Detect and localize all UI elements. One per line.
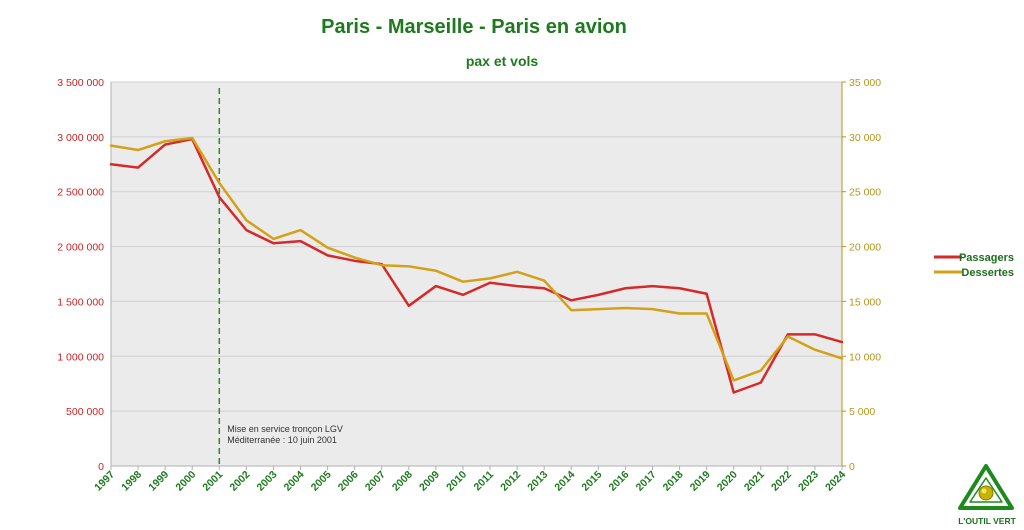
x-tick-label: 2002 [227,469,252,494]
x-ticks: 1997 1998 1999 2000 2001 2002 2003 2004 2005 2006… [92,466,848,494]
x-tick-label: 2018 [661,469,686,494]
y-right-tick-label: 10 000 [849,351,881,363]
series [109,136,844,394]
y-left-tick-label: 2 000 000 [57,242,104,254]
y-left-tick-label: 2 500 000 [57,187,104,199]
x-tick-label: 2010 [444,469,469,494]
gridlines [111,81,842,412]
logo: L'OUTIL VERT [958,464,1017,526]
x-tick-label: 2012 [498,469,523,494]
x-tick-label: 2005 [309,469,334,494]
x-tick-label: 2024 [823,469,848,494]
chart-subtitle: pax et vols [466,53,539,69]
x-tick-label: 2007 [363,469,388,494]
y-left-tick-label: 0 [98,461,104,473]
x-tick-label: 2017 [634,469,659,494]
x-tick-label: 2008 [390,469,415,494]
y-right-ticks: 0 5 000 10 000 15 000 20 000 25 000 30 000 35 0… [842,77,881,473]
x-tick-label: 2004 [282,469,307,494]
annotation: Mise en service tronçon LGVMéditerranée … [218,88,343,466]
series-line-dessertes [109,136,844,382]
y-left-tick-label: 3 000 000 [57,132,104,144]
logo-triangle-icon [958,464,1014,510]
y-left-tick-label: 500 000 [66,406,104,418]
chart-title: Paris - Marseille - Paris en avion [321,16,627,38]
x-tick-label: 2019 [688,469,713,494]
x-tick-label: 2023 [796,469,821,494]
logo-text: L'OUTIL VERT [958,516,1016,526]
legend-label: Passagers [959,252,1014,264]
x-tick-label: 2001 [200,469,225,494]
x-tick-label: 2003 [255,469,280,494]
y-right-tick-label: 30 000 [849,132,881,144]
annotation-text: Méditerranée : 10 juin 2001 [227,435,337,445]
y-right-tick-label: 15 000 [849,296,881,308]
x-tick-label: 1998 [119,469,144,494]
y-right-tick-label: 35 000 [849,77,881,89]
x-tick-label: 2020 [715,469,740,494]
x-tick-label: 2016 [607,469,632,494]
x-tick-label: 1997 [92,469,117,494]
y-left-tick-label: 1 500 000 [57,296,104,308]
y-right-tick-label: 25 000 [849,187,881,199]
logo-ball-icon [978,485,994,501]
x-tick-label: 2022 [769,469,794,494]
y-left-tick-label: 1 000 000 [57,351,104,363]
x-tick-label: 2000 [173,469,198,494]
y-left-ticks: 0 500 000 1 000 000 1 500 000 2 000 000 2 500… [57,77,104,473]
x-tick-label: 2015 [579,469,604,494]
series-line-passagers [109,137,844,394]
x-tick-label: 1999 [146,469,171,494]
y-left-tick-label: 3 500 000 [57,77,104,89]
y-right-tick-label: 20 000 [849,242,881,254]
x-tick-label: 2009 [417,469,442,494]
x-tick-label: 2014 [552,469,577,494]
legend: Passagers Dessertes [934,252,1014,279]
legend-label: Dessertes [961,267,1014,279]
logo-ball-highlight-icon [981,488,987,494]
x-tick-label: 2013 [525,469,550,494]
y-right-tick-label: 0 [849,461,855,473]
x-tick-label: 2011 [472,469,497,494]
y-right-tick-label: 5 000 [849,406,875,418]
plot-area [111,82,842,466]
annotation-text: Mise en service tronçon LGV [227,424,343,434]
x-tick-label: 2021 [742,469,767,494]
x-tick-label: 2006 [336,469,361,494]
